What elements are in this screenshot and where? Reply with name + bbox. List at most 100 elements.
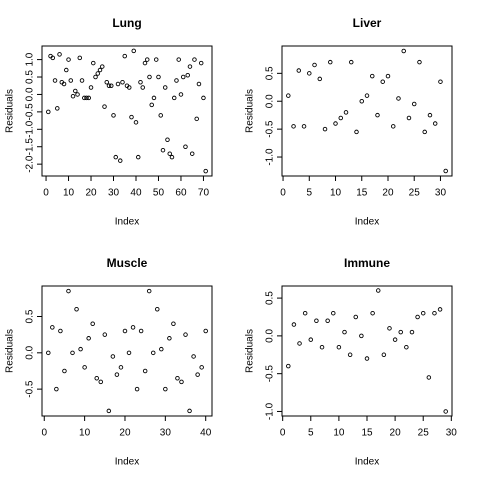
point — [359, 333, 364, 339]
point — [115, 81, 121, 87]
point — [57, 52, 62, 57]
point — [415, 314, 420, 320]
point — [97, 67, 103, 73]
point — [331, 310, 336, 316]
point — [401, 48, 406, 54]
x-tick-label: 15 — [356, 188, 368, 199]
point — [50, 55, 56, 61]
point — [185, 73, 190, 78]
y-axis-label: Residuals — [245, 89, 256, 133]
point — [443, 168, 448, 174]
point — [198, 60, 204, 66]
y-tick-label: 1.0 — [25, 52, 36, 66]
point — [147, 74, 152, 80]
point — [359, 98, 365, 104]
point — [130, 325, 136, 330]
point — [369, 73, 375, 79]
point — [94, 375, 99, 381]
point — [375, 288, 381, 293]
point — [192, 57, 197, 62]
point — [61, 81, 67, 87]
point — [111, 113, 116, 118]
point — [158, 113, 163, 118]
point — [118, 365, 124, 370]
point — [180, 74, 186, 80]
x-tick-label: 5 — [308, 428, 314, 439]
point — [342, 329, 347, 335]
x-tick-label: 50 — [153, 188, 165, 199]
point — [66, 57, 71, 62]
x-tick-label: 25 — [418, 428, 430, 439]
point — [102, 104, 107, 109]
point — [156, 74, 161, 80]
x-tick-label: 70 — [198, 188, 210, 199]
point — [78, 346, 83, 352]
point — [159, 346, 164, 352]
point — [160, 147, 166, 153]
point — [380, 79, 385, 84]
point — [319, 344, 325, 350]
point — [77, 55, 83, 61]
point — [120, 79, 125, 85]
point — [162, 85, 168, 90]
point — [183, 332, 188, 337]
point — [427, 112, 433, 118]
point — [146, 288, 152, 294]
point — [86, 95, 92, 101]
point — [349, 59, 354, 65]
point — [396, 96, 401, 101]
x-tick-label: 0 — [43, 188, 49, 199]
point — [171, 95, 177, 101]
point — [74, 306, 79, 312]
point — [126, 350, 132, 356]
y-tick-label: 0.5 — [265, 291, 276, 305]
point — [437, 307, 443, 312]
plot-box — [281, 285, 453, 417]
y-tick-label: -0.5 — [265, 120, 276, 138]
point — [347, 352, 353, 358]
point — [46, 350, 51, 356]
point — [387, 326, 392, 331]
point — [75, 92, 80, 97]
x-tick-label: 30 — [446, 428, 458, 439]
point — [79, 78, 85, 83]
point — [155, 306, 160, 312]
y-tick-label: -2.0 — [25, 155, 36, 173]
panel-title: Liver — [353, 16, 382, 30]
point — [353, 314, 359, 320]
point — [302, 310, 308, 316]
point — [201, 95, 206, 101]
x-axis-label: Index — [355, 457, 379, 468]
point — [52, 78, 58, 83]
point — [64, 67, 69, 73]
point — [50, 325, 55, 330]
point — [46, 109, 51, 115]
point — [106, 408, 112, 414]
point — [189, 151, 195, 156]
point — [134, 386, 140, 392]
x-tick-label: 20 — [85, 188, 97, 199]
point — [328, 59, 333, 65]
point — [297, 341, 302, 346]
point — [68, 78, 74, 83]
panel-title: Lung — [112, 16, 141, 30]
point — [70, 93, 76, 99]
point — [86, 336, 91, 341]
point — [187, 408, 192, 414]
point — [203, 168, 208, 174]
x-axis-label: Index — [115, 457, 139, 468]
x-tick-label: 40 — [200, 428, 212, 439]
y-axis-label: Residuals — [245, 329, 256, 373]
point — [113, 154, 119, 160]
point — [385, 73, 391, 79]
point — [153, 57, 159, 62]
point — [175, 375, 180, 381]
point — [286, 93, 291, 98]
point — [100, 64, 105, 69]
point — [183, 144, 188, 149]
y-tick-label: -1.0 — [25, 120, 36, 138]
y-axis-label: Residuals — [5, 89, 16, 133]
point — [409, 329, 415, 335]
x-tick-label: 20 — [382, 188, 394, 199]
